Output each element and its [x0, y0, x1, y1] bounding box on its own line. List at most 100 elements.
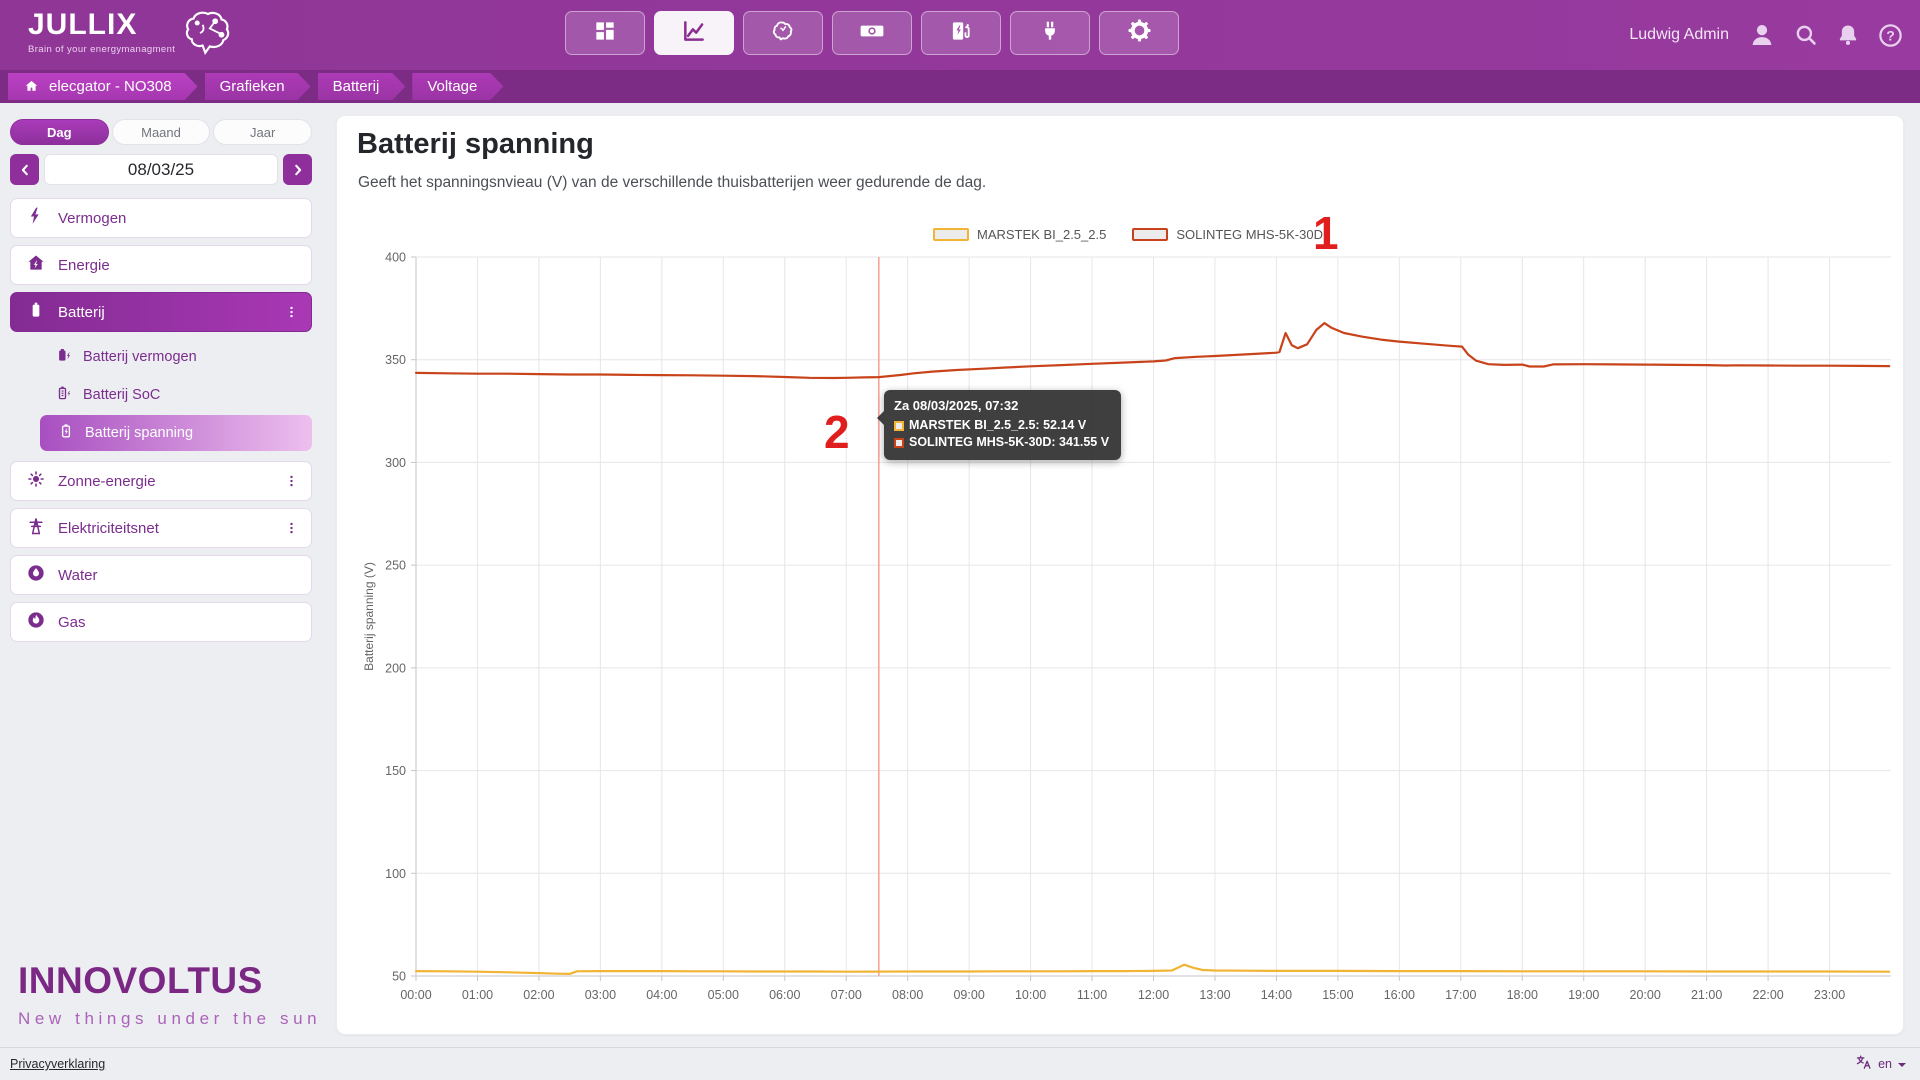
- tab-jaar[interactable]: Jaar: [213, 119, 313, 145]
- help-button[interactable]: ?: [1877, 22, 1904, 49]
- legend-swatch-solinteg: [1132, 228, 1169, 241]
- home-icon: [23, 78, 40, 95]
- svg-text:350: 350: [385, 353, 406, 367]
- svg-text:250: 250: [385, 559, 406, 573]
- language-selector[interactable]: en: [1855, 1054, 1906, 1074]
- nav-charging-button[interactable]: [921, 11, 1001, 55]
- chart-card: Batterij spanning Geeft het spanningsnvi…: [336, 115, 1904, 1035]
- gas-flame-icon: [26, 610, 46, 635]
- date-input[interactable]: 08/03/25: [44, 154, 278, 185]
- sidebar-item-vermogen[interactable]: Vermogen: [10, 198, 312, 238]
- svg-text:Batterij spanning (V): Batterij spanning (V): [362, 562, 376, 671]
- legend-entry-solinteg[interactable]: SOLINTEG MHS-5K-30D: [1132, 227, 1323, 242]
- user-name: Ludwig Admin: [1629, 26, 1729, 43]
- annotation-marker-2: 2: [824, 406, 850, 458]
- legend-swatch-marstek: [933, 228, 969, 241]
- translate-icon: [1855, 1054, 1872, 1074]
- nav-ai-button[interactable]: [743, 11, 823, 55]
- svg-text:15:00: 15:00: [1322, 988, 1353, 1002]
- prev-day-button[interactable]: [10, 154, 39, 185]
- svg-text:06:00: 06:00: [769, 988, 800, 1002]
- battery-soc-icon: [55, 384, 73, 407]
- power-tower-icon: [26, 516, 46, 541]
- batterij-menu-kebab-icon[interactable]: [284, 302, 299, 322]
- sidebar-item-energie[interactable]: Energie: [10, 245, 312, 285]
- jullix-logo[interactable]: JULLIX Brain of your energymanagment: [28, 9, 235, 62]
- sidebar-item-gas[interactable]: Gas: [10, 602, 312, 642]
- brand-tagline: New things under the sun: [18, 1009, 322, 1028]
- svg-text:19:00: 19:00: [1568, 988, 1599, 1002]
- sidebar: Dag Maand Jaar 08/03/25 Vermogen: [10, 119, 313, 649]
- battery-power-icon: [55, 346, 73, 369]
- sidebar-item-batterij[interactable]: Batterij: [10, 292, 312, 332]
- innovoltus-brand: INNOVOLTUS New things under the sun: [18, 960, 321, 1029]
- svg-text:21:00: 21:00: [1691, 988, 1722, 1002]
- legend-entry-marstek[interactable]: MARSTEK BI_2.5_2.5: [933, 227, 1106, 242]
- water-drop-icon: [26, 563, 46, 588]
- chart-legend: MARSTEK BI_2.5_2.5 SOLINTEG MHS-5K-30D: [933, 227, 1323, 242]
- breadcrumb-site[interactable]: elecgator - NO308: [8, 73, 198, 100]
- net-menu-kebab-icon[interactable]: [284, 518, 299, 538]
- breadcrumb: elecgator - NO308 Grafieken Batterij Vol…: [0, 70, 1920, 103]
- tab-dag[interactable]: Dag: [10, 119, 109, 145]
- sidebar-item-batterij-vermogen[interactable]: Batterij vermogen: [10, 339, 312, 375]
- sun-icon: [26, 469, 46, 494]
- nav-charts-button[interactable]: [654, 11, 734, 55]
- svg-text:150: 150: [385, 764, 406, 778]
- sidebar-item-water[interactable]: Water: [10, 555, 312, 595]
- sidebar-item-zonne-energie[interactable]: Zonne-energie: [10, 461, 312, 501]
- nav-dashboard-button[interactable]: [565, 11, 645, 55]
- tooltip-header: Za 08/03/2025, 07:32: [894, 398, 1019, 413]
- period-tabs: Dag Maand Jaar: [10, 119, 313, 145]
- battery-icon: [26, 300, 46, 325]
- search-button[interactable]: [1793, 22, 1819, 48]
- tab-maand[interactable]: Maand: [111, 119, 211, 145]
- main-nav: [565, 11, 1179, 55]
- notifications-button[interactable]: [1835, 22, 1861, 48]
- page-title: Batterij spanning: [357, 128, 594, 160]
- user-profile-button[interactable]: [1747, 20, 1777, 50]
- sidebar-item-elektriciteitsnet[interactable]: Elektriciteitsnet: [10, 508, 312, 548]
- svg-text:03:00: 03:00: [585, 988, 616, 1002]
- svg-text:17:00: 17:00: [1445, 988, 1476, 1002]
- svg-text:08:00: 08:00: [892, 988, 923, 1002]
- tooltip-arrow: [877, 411, 884, 425]
- svg-text:02:00: 02:00: [523, 988, 554, 1002]
- tooltip-row-marstek: MARSTEK BI_2.5_2.5: 52.14 V: [894, 417, 1109, 434]
- breadcrumb-voltage[interactable]: Voltage: [412, 73, 503, 100]
- svg-text:16:00: 16:00: [1384, 988, 1415, 1002]
- zonne-menu-kebab-icon[interactable]: [284, 471, 299, 491]
- nav-plug-button[interactable]: [1010, 11, 1090, 55]
- breadcrumb-grafieken[interactable]: Grafieken: [205, 73, 311, 100]
- brain-plug-logo-icon: [175, 9, 235, 62]
- svg-text:100: 100: [385, 867, 406, 881]
- svg-text:05:00: 05:00: [708, 988, 739, 1002]
- svg-text:18:00: 18:00: [1507, 988, 1538, 1002]
- logo-title: JULLIX: [28, 8, 138, 41]
- sidebar-menu: Vermogen Energie Batterij: [10, 198, 312, 642]
- brand-name: INNOVOLTUS: [18, 960, 263, 1001]
- top-header: JULLIX Brain of your energymanagment: [0, 0, 1920, 70]
- svg-text:04:00: 04:00: [646, 988, 677, 1002]
- house-bolt-icon: [26, 253, 46, 278]
- chart-tooltip: Za 08/03/2025, 07:32 MARSTEK BI_2.5_2.5:…: [877, 390, 1122, 460]
- next-day-button[interactable]: [283, 154, 312, 185]
- tooltip-swatch-solinteg: [894, 437, 904, 448]
- nav-finance-button[interactable]: [832, 11, 912, 55]
- svg-text:14:00: 14:00: [1261, 988, 1292, 1002]
- battery-voltage-icon: [57, 422, 75, 445]
- settings-icon: [1126, 17, 1153, 49]
- bolt-icon: [26, 206, 46, 231]
- voltage-line-chart[interactable]: 50 100 150 200 250 300 350 400 00:00 01:00 02:00 03…: [337, 116, 1905, 1036]
- breadcrumb-batterij[interactable]: Batterij: [318, 73, 406, 100]
- money-icon: [859, 18, 885, 49]
- sidebar-item-batterij-soc[interactable]: Batterij SoC: [10, 377, 312, 413]
- nav-settings-button[interactable]: [1099, 11, 1179, 55]
- footer: Privacyverklaring en: [0, 1047, 1920, 1080]
- sidebar-item-batterij-spanning[interactable]: Batterij spanning: [40, 415, 312, 451]
- logo-tagline: Brain of your energymanagment: [28, 44, 176, 55]
- svg-text:13:00: 13:00: [1199, 988, 1230, 1002]
- svg-text:00:00: 00:00: [400, 988, 431, 1002]
- privacy-link[interactable]: Privacyverklaring: [10, 1057, 106, 1071]
